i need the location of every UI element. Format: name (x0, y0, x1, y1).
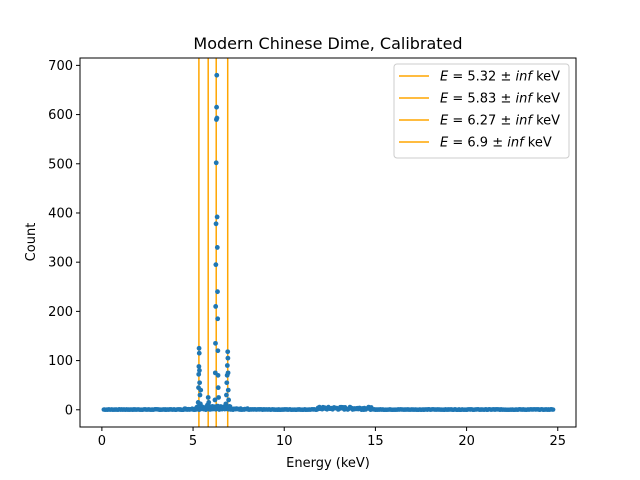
legend-entry-sep: ± (496, 70, 515, 85)
y-tick-label: 0 (65, 403, 73, 418)
legend-entry-prefix: E = (440, 114, 467, 129)
data-point (214, 245, 220, 250)
data-point (213, 160, 219, 166)
data-point (551, 407, 556, 412)
x-tick-label: 5 (189, 434, 197, 449)
axes-frame (79, 57, 577, 428)
legend-entry-prefix: E = (440, 136, 467, 151)
legend-box (393, 63, 570, 159)
data-point (197, 368, 202, 373)
y-tick-label: 500 (48, 157, 73, 172)
legend-entry-err: inf (516, 114, 535, 129)
y-tick-label: 700 (48, 59, 73, 74)
data-point (213, 262, 219, 268)
data-point (215, 289, 220, 295)
y-axis-ticks: 0 100 200 300 400 500 600 700 (48, 59, 80, 418)
y-tick-label: 100 (48, 354, 73, 369)
data-point (225, 387, 231, 393)
legend-entry-label: E = 6.9 ± inf keV (440, 136, 552, 151)
data-point (214, 214, 220, 220)
data-point (198, 387, 204, 393)
x-axis-ticks: 0 5 10 15 20 25 (98, 427, 566, 449)
legend-entry-sep: ± (488, 136, 507, 151)
legend-entry-err: inf (516, 92, 535, 107)
data-point (215, 385, 221, 391)
legend-entry-unit: keV (532, 70, 560, 85)
data-point (215, 348, 221, 354)
data-point (225, 370, 231, 376)
x-tick-label: 20 (458, 434, 475, 449)
data-point (215, 316, 221, 322)
legend-entry-label: E = 6.27 ± inf keV (440, 114, 560, 129)
data-point (228, 404, 233, 409)
data-point (212, 397, 218, 403)
legend-entry-sep: ± (496, 114, 515, 129)
data-point (216, 395, 221, 400)
y-axis-label: Count (24, 223, 39, 262)
data-point (197, 380, 203, 386)
data-point (196, 371, 202, 377)
legend-entry-err: inf (507, 136, 526, 151)
legend-entry-value: 5.32 (467, 70, 496, 85)
legend-entry-value: 6.9 (467, 136, 488, 151)
x-axis-label: Energy (keV) (286, 456, 370, 471)
legend-entry-err: inf (516, 70, 535, 85)
legend-entry-prefix: E = (440, 92, 467, 107)
data-point (213, 340, 218, 346)
data-point (205, 395, 211, 400)
data-point (214, 115, 220, 121)
data-point (225, 355, 231, 361)
legend-entry-prefix: E = (440, 70, 467, 85)
legend-entry-value: 6.27 (467, 114, 496, 129)
data-point (197, 392, 203, 398)
data-point (196, 345, 202, 351)
x-tick-label: 15 (367, 434, 384, 449)
data-point (214, 72, 220, 78)
legend-entry-label: E = 5.32 ± inf keV (440, 70, 560, 85)
data-point (214, 104, 219, 110)
data-point (206, 400, 212, 405)
x-tick-label: 0 (98, 434, 106, 449)
data-point (213, 304, 219, 309)
data-point (224, 392, 229, 398)
chart-title: Modern Chinese Dime, Calibrated (193, 34, 462, 53)
legend-entry-value: 5.83 (467, 92, 496, 107)
data-point (196, 364, 202, 369)
data-point (225, 349, 231, 355)
x-tick-label: 25 (549, 434, 566, 449)
y-tick-label: 200 (48, 305, 73, 320)
y-tick-label: 300 (48, 256, 73, 271)
data-point (215, 372, 221, 378)
legend-entry-unit: keV (524, 136, 552, 151)
legend-entry-sep: ± (496, 92, 515, 107)
legend-entry-label: E = 5.83 ± inf keV (440, 92, 560, 107)
legend-entry-unit: keV (532, 114, 560, 129)
legend-entry-unit: keV (532, 92, 560, 107)
y-tick-label: 400 (48, 206, 73, 221)
y-tick-label: 600 (48, 108, 73, 123)
x-tick-label: 10 (276, 434, 293, 449)
data-point (196, 350, 202, 356)
data-point (224, 363, 230, 368)
data-point (213, 221, 219, 227)
data-point (224, 380, 230, 386)
data-points (101, 72, 556, 412)
data-point (226, 397, 232, 403)
